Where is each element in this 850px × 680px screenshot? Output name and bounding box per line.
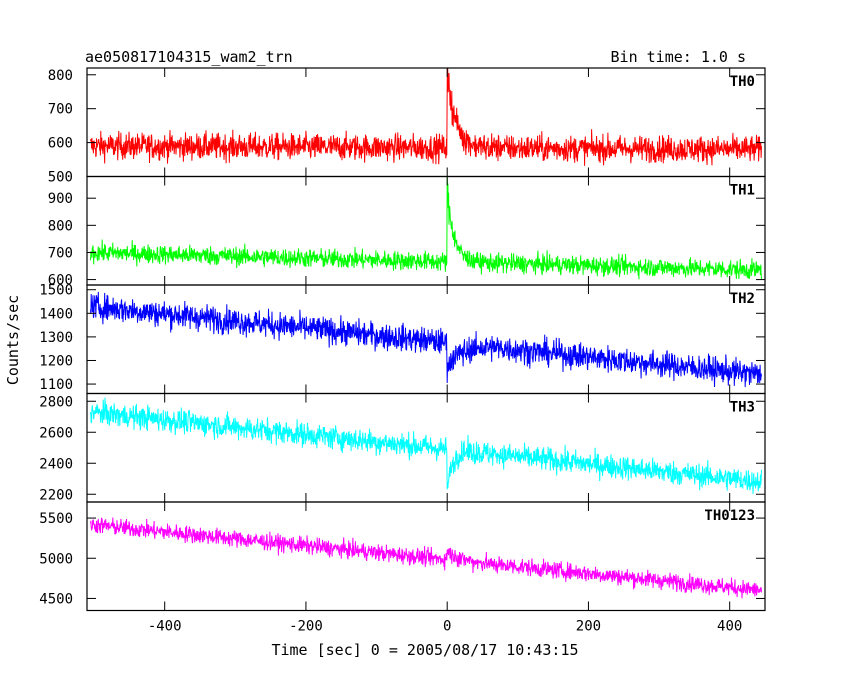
y-tick-label: 2800 bbox=[39, 394, 73, 410]
panels-group: 500 600 700 800 TH0 600 700 800 900 TH1 1100 1200 13… bbox=[39, 67, 766, 635]
x-tick-label: -400 bbox=[148, 619, 182, 635]
panel-name-th3: TH3 bbox=[730, 400, 755, 416]
panel-name-th0: TH0 bbox=[730, 74, 755, 90]
y-tick-label: 1200 bbox=[39, 353, 73, 369]
y-tick-label: 5500 bbox=[39, 511, 73, 527]
series-line-th2 bbox=[90, 291, 762, 388]
y-tick-label: 5000 bbox=[39, 551, 73, 567]
y-tick-label: 700 bbox=[48, 102, 73, 118]
x-tick-label: 400 bbox=[717, 619, 742, 635]
series-line-th0123 bbox=[90, 517, 762, 599]
series-line-th0 bbox=[90, 68, 762, 166]
y-tick-label: 600 bbox=[48, 273, 73, 289]
chart-title: ae050817104315_wam2_trn bbox=[85, 48, 293, 66]
panel-name-th0123: TH0123 bbox=[704, 508, 755, 524]
x-tick-label: 200 bbox=[576, 619, 601, 635]
y-tick-label: 600 bbox=[48, 136, 73, 152]
bin-time-label: Bin time: 1.0 s bbox=[611, 48, 746, 66]
y-tick-label: 500 bbox=[48, 170, 73, 186]
y-tick-label: 4500 bbox=[39, 591, 73, 607]
panel-name-th2: TH2 bbox=[730, 291, 755, 307]
panel-name-th1: TH1 bbox=[730, 183, 755, 199]
x-tick-label: -200 bbox=[289, 619, 323, 635]
y-tick-label: 700 bbox=[48, 245, 73, 261]
panel-frame bbox=[86, 501, 766, 612]
y-tick-label: 2400 bbox=[39, 456, 73, 472]
x-axis-label: Time [sec] 0 = 2005/08/17 10:43:15 bbox=[271, 641, 578, 659]
y-tick-label: 1400 bbox=[39, 306, 73, 322]
series-line-th3 bbox=[90, 397, 762, 494]
series-line-th1 bbox=[90, 176, 762, 280]
x-tick-label: 0 bbox=[443, 619, 451, 635]
y-tick-label: 800 bbox=[48, 68, 73, 84]
y-tick-label: 1100 bbox=[39, 377, 73, 393]
y-tick-label: 2600 bbox=[39, 425, 73, 441]
y-tick-label: 900 bbox=[48, 191, 73, 207]
y-tick-label: 800 bbox=[48, 218, 73, 234]
y-tick-label: 1500 bbox=[39, 283, 73, 299]
y-tick-label: 2200 bbox=[39, 487, 73, 503]
y-axis-label: Counts/sec bbox=[4, 295, 22, 385]
y-tick-label: 1300 bbox=[39, 330, 73, 346]
